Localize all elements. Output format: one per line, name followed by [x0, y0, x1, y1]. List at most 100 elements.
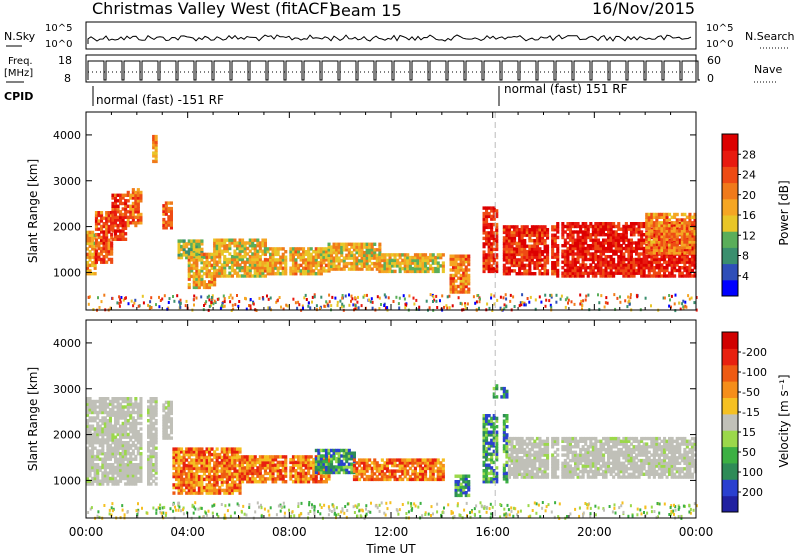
echo-cell	[614, 241, 618, 245]
echo-cell	[553, 252, 557, 257]
echo-cell	[241, 460, 245, 465]
speckle-cell	[204, 302, 207, 306]
echo-cell	[213, 491, 217, 495]
speckle-cell	[371, 300, 374, 304]
echo-cell	[530, 252, 534, 257]
echo-cell	[530, 225, 534, 229]
echo-cell	[197, 244, 201, 249]
echo-cell	[126, 443, 130, 448]
speckle-cell	[327, 304, 330, 308]
echo-cell	[105, 246, 109, 251]
echo-cell	[88, 460, 92, 464]
echo-cell	[101, 441, 105, 445]
echo-cell	[502, 266, 506, 270]
echo-cell	[238, 450, 242, 454]
echo-cell	[459, 257, 463, 261]
echo-cell	[208, 272, 212, 276]
echo-cell	[406, 258, 410, 263]
echo-cell	[230, 461, 234, 465]
echo-cell	[94, 233, 98, 237]
echo-cell	[657, 274, 661, 278]
echo-cell	[106, 435, 110, 439]
echo-cell	[683, 243, 687, 247]
speckle-cell	[376, 295, 379, 299]
echo-cell	[220, 488, 224, 493]
echo-cell	[647, 215, 651, 219]
echo-cell	[319, 474, 323, 478]
echo-cell	[459, 262, 463, 267]
echo-cell	[223, 461, 227, 465]
echo-cell	[378, 255, 382, 260]
echo-cell	[185, 458, 189, 462]
echo-cell	[322, 469, 326, 473]
echo-cell	[543, 233, 547, 237]
echo-cell	[604, 238, 608, 242]
echo-cell	[220, 263, 224, 267]
echo-cell	[134, 402, 138, 406]
echo-cell	[169, 226, 173, 230]
speckle-cell	[221, 301, 224, 305]
echo-cell	[622, 235, 626, 240]
echo-cell	[457, 271, 461, 275]
speckle-cell	[319, 306, 321, 310]
echo-cell	[617, 249, 621, 253]
echo-cell	[317, 272, 321, 276]
echo-cell	[337, 454, 341, 458]
echo-cell	[111, 452, 115, 456]
echo-cell	[683, 249, 687, 253]
echo-cell	[243, 469, 247, 473]
echo-cell	[238, 463, 242, 467]
echo-cell	[655, 244, 659, 248]
echo-cell	[350, 457, 354, 461]
echo-cell	[523, 244, 527, 248]
echo-cell	[121, 449, 125, 453]
echo-cell	[546, 255, 550, 259]
echo-cell	[202, 450, 206, 454]
echo-cell	[200, 261, 204, 265]
echo-cell	[464, 271, 468, 275]
speckle-cell	[119, 300, 122, 304]
echo-cell	[106, 482, 110, 486]
echo-cell	[192, 266, 196, 270]
echo-cell	[337, 470, 341, 475]
echo-cell	[688, 223, 692, 228]
echo-cell	[152, 399, 156, 404]
echo-cell	[248, 268, 252, 273]
echo-cell	[213, 474, 217, 479]
speckle-cell	[155, 303, 157, 307]
echo-cell	[563, 257, 567, 262]
echo-cell	[640, 271, 644, 275]
echo-cell	[274, 252, 278, 257]
echo-cell	[523, 263, 527, 268]
echo-cell	[358, 250, 362, 255]
echo-cell	[136, 449, 140, 453]
speckle-cell	[249, 298, 252, 301]
echo-cell	[139, 413, 143, 417]
echo-cell	[462, 262, 466, 267]
echo-cell	[210, 283, 214, 287]
echo-cell	[358, 248, 362, 252]
echo-cell	[103, 452, 107, 456]
echo-cell	[223, 469, 227, 473]
echo-cell	[596, 227, 600, 231]
echo-cell	[195, 491, 199, 495]
echo-cell	[304, 463, 308, 467]
echo-cell	[434, 269, 438, 274]
echo-cell	[579, 227, 583, 231]
echo-cell	[192, 255, 196, 260]
echo-cell	[121, 463, 125, 467]
echo-cell	[675, 268, 679, 273]
echo-cell	[258, 241, 262, 245]
echo-cell	[627, 227, 631, 231]
echo-cell	[86, 441, 90, 445]
echo-cell	[102, 244, 106, 248]
echo-cell	[609, 249, 613, 253]
echo-cell	[91, 244, 95, 248]
echo-cell	[612, 266, 616, 270]
echo-cell	[124, 427, 128, 431]
echo-cell	[200, 483, 204, 487]
echo-cell	[337, 459, 341, 464]
echo-cell	[108, 457, 112, 461]
echo-cell	[304, 250, 308, 254]
echo-cell	[619, 233, 623, 237]
